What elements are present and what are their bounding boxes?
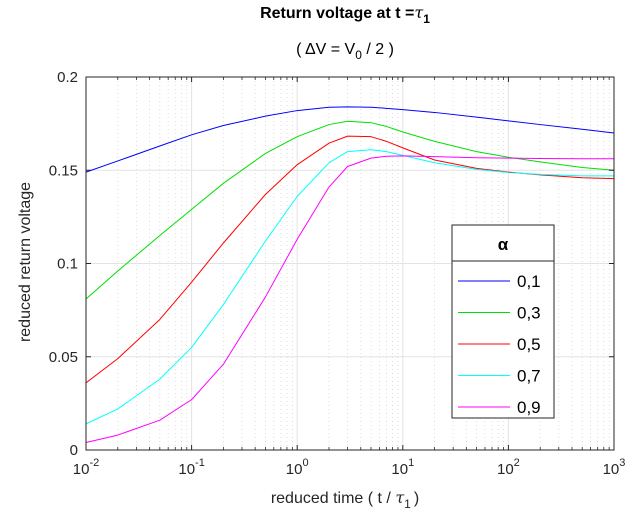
x-tick-label-exponent: -2 bbox=[89, 457, 99, 469]
x-axis-label-suffix: ) bbox=[414, 490, 419, 507]
x-tick-label-base: 10 bbox=[603, 461, 620, 478]
legend-box bbox=[451, 224, 555, 419]
series-line-1 bbox=[85, 106, 615, 173]
x-tick-label-base: 10 bbox=[178, 461, 195, 478]
chart-subtitle-close: / 2 ) bbox=[362, 41, 394, 58]
x-tick-labels: 10-2 10-1 100 101 102 103 bbox=[73, 457, 626, 478]
y-tick-label: 0.1 bbox=[57, 256, 78, 273]
x-tick-label-base: 10 bbox=[497, 461, 514, 478]
chart-subtitle: ( ΔV = V0 / 2 ) bbox=[296, 41, 394, 62]
x-tick-label: 102 bbox=[497, 457, 520, 478]
chart-title-text: Return voltage at t = bbox=[260, 5, 414, 22]
legend-label-3: 0,5 bbox=[517, 335, 541, 354]
chart-title: Return voltage at t =τ1 bbox=[260, 3, 430, 26]
x-tick-label-base: 10 bbox=[391, 461, 408, 478]
chart-subtitle-sub: 0 bbox=[355, 48, 362, 62]
x-tick-label-exponent: 1 bbox=[408, 457, 414, 469]
y-tick-label: 0.15 bbox=[49, 162, 78, 179]
series-layer bbox=[85, 106, 615, 444]
x-tick-label: 10-2 bbox=[73, 457, 99, 478]
x-tick-label-exponent: 0 bbox=[302, 457, 308, 469]
tick-marks bbox=[85, 76, 615, 451]
y-tick-label: 0.2 bbox=[57, 69, 78, 86]
x-tick-label-exponent: -1 bbox=[195, 457, 205, 469]
x-tick-label-exponent: 3 bbox=[619, 457, 625, 469]
x-tick-label: 103 bbox=[603, 457, 626, 478]
legend-items: 0,1 0,3 0,5 0,7 0,9 bbox=[458, 272, 541, 417]
x-tick-label-base: 10 bbox=[73, 461, 90, 478]
legend-label-5: 0,9 bbox=[517, 398, 541, 417]
legend-label-4: 0,7 bbox=[517, 367, 541, 386]
x-tick-label-base: 10 bbox=[286, 461, 303, 478]
x-tick-label-exponent: 2 bbox=[514, 457, 520, 469]
series-line-5 bbox=[85, 155, 614, 444]
y-axis-label: reduced return voltage bbox=[17, 182, 34, 342]
x-axis-label-prefix: reduced time ( t / bbox=[271, 490, 396, 507]
legend-label-2: 0,3 bbox=[517, 304, 541, 323]
series-line-4 bbox=[85, 149, 614, 425]
x-axis-label: reduced time ( t / τ1) bbox=[271, 488, 419, 511]
x-tick-label: 101 bbox=[391, 457, 414, 478]
x-axis-label-sub: 1 bbox=[404, 497, 411, 511]
chart-title-symbol: τ bbox=[414, 3, 424, 22]
y-tick-labels: 0 0.05 0.1 0.15 0.2 bbox=[49, 69, 78, 459]
x-tick-label: 10-1 bbox=[178, 457, 204, 478]
legend-label-1: 0,1 bbox=[517, 272, 541, 291]
y-tick-label: 0.05 bbox=[49, 349, 78, 366]
y-tick-label: 0 bbox=[70, 442, 78, 459]
x-axis-label-symbol: τ bbox=[395, 488, 405, 507]
legend-title: α bbox=[498, 235, 509, 254]
chart-title-symbol-sub: 1 bbox=[423, 12, 430, 26]
x-tick-label: 100 bbox=[286, 457, 309, 478]
legend: α 0,1 0,3 0,5 0,7 0,9 bbox=[451, 224, 555, 419]
chart-subtitle-open: ( ΔV = V bbox=[296, 41, 355, 58]
